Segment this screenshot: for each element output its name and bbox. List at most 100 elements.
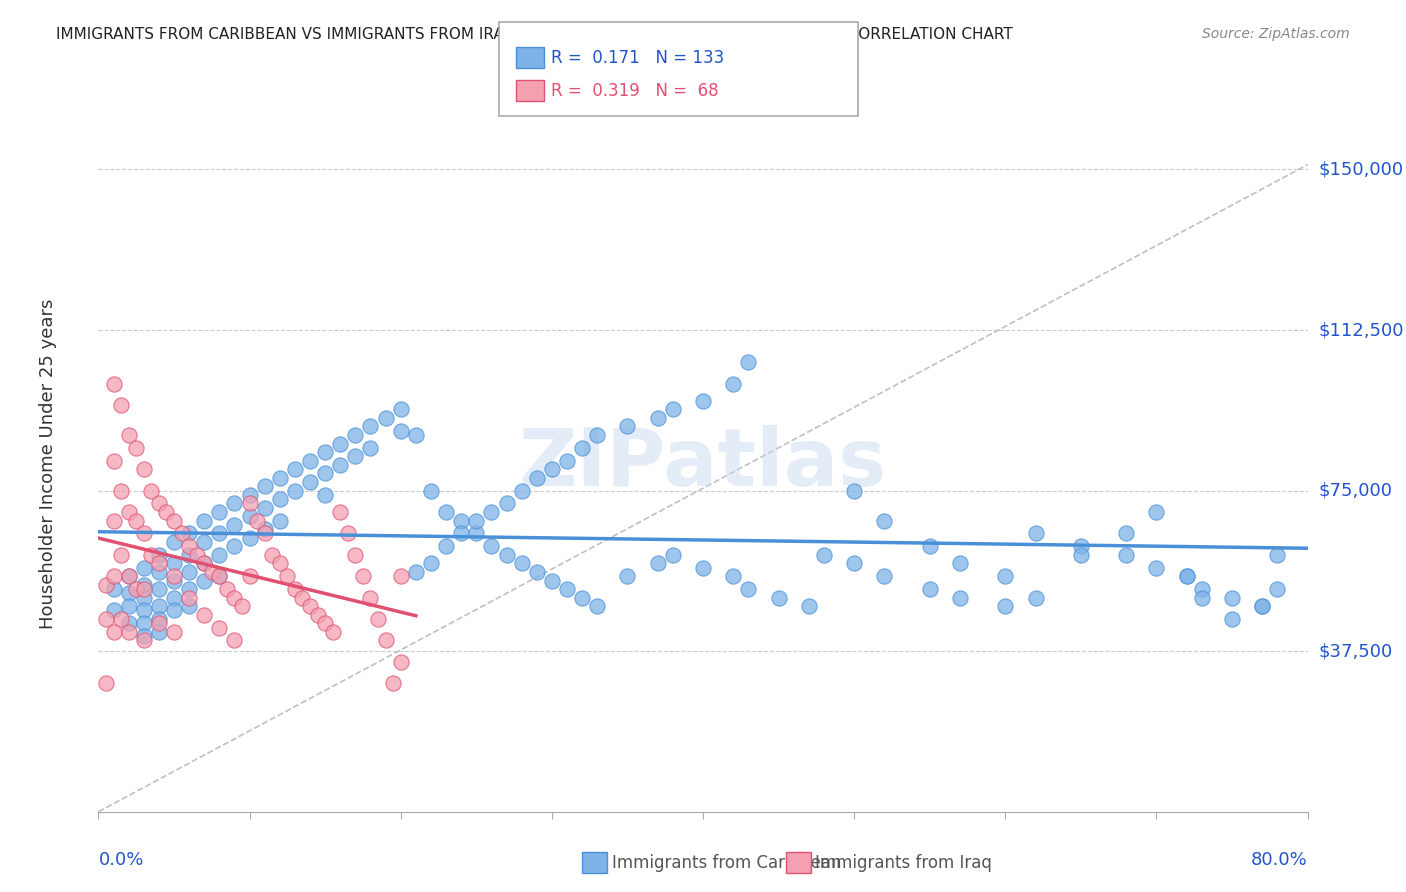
Point (246, 514, 269, 528)
Point (465, 514, 488, 528)
Point (132, 462, 155, 476)
Point (118, 569, 141, 583)
Point (276, 569, 298, 583)
Point (253, 526, 276, 541)
Point (344, 428, 367, 442)
Point (291, 591, 314, 605)
Point (163, 569, 186, 583)
Point (262, 548, 284, 562)
Point (163, 603, 186, 617)
Point (1024, 591, 1046, 605)
Point (495, 548, 517, 562)
Point (721, 569, 744, 583)
Point (103, 603, 125, 617)
Text: Source: ZipAtlas.com: Source: ZipAtlas.com (1202, 27, 1350, 41)
Point (284, 582, 307, 596)
Point (284, 462, 307, 476)
Point (208, 505, 231, 519)
Point (132, 582, 155, 596)
Text: $75,000: $75,000 (1319, 482, 1393, 500)
Point (118, 505, 141, 519)
Point (132, 629, 155, 643)
Point (163, 557, 186, 571)
Point (239, 509, 262, 524)
Text: R =  0.171   N = 133: R = 0.171 N = 133 (551, 49, 724, 67)
Point (540, 574, 562, 588)
Point (586, 428, 609, 442)
Point (510, 483, 533, 498)
Point (239, 488, 262, 502)
Point (193, 607, 215, 622)
Text: Immigrants from Iraq: Immigrants from Iraq (815, 854, 993, 871)
Point (374, 633, 396, 648)
Point (148, 624, 170, 639)
Point (118, 569, 141, 583)
Point (1175, 569, 1198, 583)
Text: 0.0%: 0.0% (98, 851, 143, 869)
Point (118, 586, 141, 600)
Point (737, 355, 759, 369)
Point (118, 616, 141, 631)
Point (336, 526, 359, 541)
Point (177, 582, 201, 596)
Point (163, 574, 186, 588)
Point (949, 591, 972, 605)
Point (1175, 569, 1198, 583)
Point (389, 655, 412, 669)
Point (148, 565, 170, 579)
Point (360, 441, 382, 455)
Point (148, 612, 170, 626)
Point (239, 496, 262, 510)
Point (661, 402, 683, 417)
Point (94, 612, 117, 626)
Point (374, 410, 396, 425)
Point (586, 599, 609, 614)
Point (177, 565, 201, 579)
Point (148, 616, 170, 631)
Point (148, 582, 170, 596)
Point (269, 557, 291, 571)
Point (314, 445, 336, 459)
Text: ZIPatlas: ZIPatlas (519, 425, 887, 503)
Point (132, 560, 155, 574)
Point (299, 599, 322, 614)
Point (322, 624, 344, 639)
Point (555, 453, 578, 467)
Point (1251, 599, 1274, 614)
Text: IMMIGRANTS FROM CARIBBEAN VS IMMIGRANTS FROM IRAQ HOUSEHOLDER INCOME UNDER 25 YE: IMMIGRANTS FROM CARIBBEAN VS IMMIGRANTS … (56, 27, 1012, 42)
Point (170, 526, 193, 541)
Point (141, 483, 163, 498)
Point (103, 376, 125, 391)
Point (110, 612, 132, 626)
Point (201, 565, 224, 579)
Text: 80.0%: 80.0% (1251, 851, 1308, 869)
Point (163, 535, 186, 549)
Point (132, 526, 155, 541)
Point (526, 565, 548, 579)
Point (231, 599, 253, 614)
Text: $150,000: $150,000 (1319, 161, 1403, 178)
Point (110, 548, 132, 562)
Point (193, 557, 215, 571)
Point (389, 569, 412, 583)
Point (125, 582, 148, 596)
Point (94, 676, 117, 690)
Point (555, 582, 578, 596)
Text: $112,500: $112,500 (1319, 321, 1405, 339)
Point (1220, 612, 1243, 626)
Point (1191, 582, 1213, 596)
Point (118, 624, 141, 639)
Point (360, 591, 382, 605)
Point (692, 560, 714, 574)
Point (193, 574, 215, 588)
Point (844, 483, 866, 498)
Point (465, 526, 488, 541)
Point (873, 569, 896, 583)
Point (1251, 599, 1274, 614)
Point (949, 557, 972, 571)
Point (367, 612, 389, 626)
Point (224, 539, 246, 553)
Point (224, 517, 246, 532)
Point (148, 557, 170, 571)
Point (163, 591, 186, 605)
